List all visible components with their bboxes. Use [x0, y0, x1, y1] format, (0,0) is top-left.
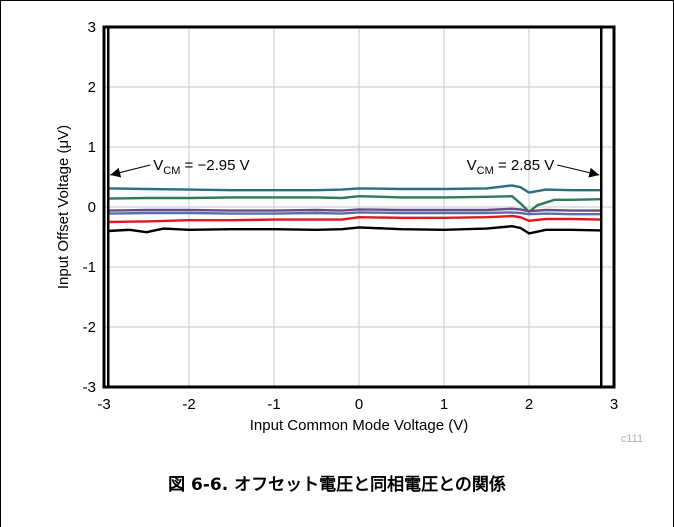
figure-id: c111	[621, 433, 643, 445]
y-tick-label: 2	[88, 79, 96, 96]
vcm-annotation-1: VCM = −2.95 V	[153, 157, 249, 177]
grid	[104, 27, 614, 387]
series-line-4	[108, 212, 601, 214]
tick-labels: -3 -2 -1 0 1 2 3 -3 -2 -1 0 1 2 3	[83, 19, 619, 413]
figure-caption: 図 6-6. オフセット電圧と同相電圧との関係	[0, 470, 674, 495]
x-tick-label: -2	[182, 396, 195, 413]
x-tick-label: 1	[440, 396, 448, 413]
series-line-6	[108, 226, 601, 233]
vcm-arrow-2	[557, 165, 599, 175]
vcm-arrow-1	[110, 165, 150, 175]
offset-voltage-chart: VCM = −2.95 V VCM = 2.85 V -3 -2 -1 0 1 2 3 -3 -2…	[0, 0, 674, 470]
y-axis-title: Input Offset Voltage (μV)	[55, 125, 72, 289]
x-tick-label: 3	[610, 396, 618, 413]
y-tick-label: -1	[83, 259, 96, 276]
series-line-1	[108, 185, 601, 192]
vcm-annotation-2: VCM = 2.85 V	[467, 157, 555, 177]
x-tick-label: 2	[525, 396, 533, 413]
y-tick-label: 1	[88, 139, 96, 156]
x-axis-title: Input Common Mode Voltage (V)	[250, 417, 468, 434]
y-tick-label: 0	[88, 199, 96, 216]
series-line-5	[108, 216, 601, 222]
x-tick-label: -1	[267, 396, 280, 413]
y-tick-label: 3	[88, 19, 96, 36]
series-group	[108, 185, 601, 233]
x-tick-label: 0	[355, 396, 363, 413]
y-tick-label: -3	[83, 379, 96, 396]
annotations: VCM = −2.95 V VCM = 2.85 V	[110, 157, 599, 177]
x-tick-label: -3	[97, 396, 110, 413]
y-tick-label: -2	[83, 319, 96, 336]
